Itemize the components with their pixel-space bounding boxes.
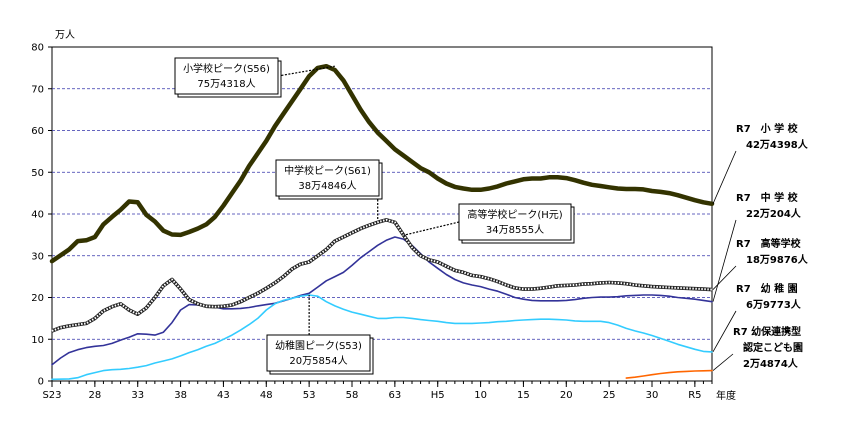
x-tick-label: 10 [474, 390, 487, 401]
x-axis-label: 年度 [716, 389, 736, 402]
callout-value: 20万5854人 [289, 355, 347, 367]
end-label-line: 18万9876人 [746, 253, 809, 266]
y-tick-label: 0 [38, 377, 44, 388]
series-lines [49, 63, 715, 381]
callout-title: 幼稚園ピーク(S53) [275, 339, 362, 352]
y-tick-label: 40 [31, 210, 44, 221]
series-line-幼保連携型認定こども園 [625, 369, 713, 379]
series-line-小学校 [49, 63, 715, 264]
callout-leader [277, 65, 335, 77]
x-tick-label: 48 [260, 390, 273, 401]
end-label-leader [712, 150, 737, 204]
x-tick-label: 63 [388, 390, 401, 401]
end-label-line: 42万4398人 [746, 138, 809, 151]
callout-leader [403, 221, 460, 236]
end-label-line: 22万204人 [746, 207, 802, 220]
callout-leaders [277, 65, 460, 335]
x-tick-label: 15 [517, 390, 530, 401]
x-tick-label: 58 [346, 390, 359, 401]
end-label-line: R7 小 学 校 [736, 122, 799, 135]
x-tick-label: R5 [688, 390, 701, 401]
x-tick-label: 38 [174, 390, 187, 401]
end-label-line: R7 高等学校 [736, 237, 802, 250]
x-tick-label: H5 [431, 390, 445, 401]
end-label-line: R7 幼 稚 園 [736, 282, 798, 295]
x-tick-label: 25 [603, 390, 616, 401]
series-line-中学校 [51, 236, 713, 366]
end-label-leader [712, 353, 734, 371]
y-tick-label: 50 [31, 168, 44, 179]
series-line-高等学校-outline [51, 218, 713, 333]
end-label-line: R7 中 学 校 [736, 191, 799, 204]
y-tick-label: 20 [31, 293, 44, 304]
x-tick-label: 20 [560, 390, 573, 401]
end-label: R7 中 学 校 22万204人 [712, 191, 802, 302]
x-tick-label: 53 [303, 390, 316, 401]
end-label-line: 6万9773人 [746, 298, 802, 311]
end-label-line: 認定こども園 [743, 341, 803, 354]
end-label-leader [712, 265, 737, 290]
callout-box [174, 57, 279, 95]
end-label-line: 2万4874人 [743, 357, 799, 370]
y-tick-label: 70 [31, 84, 44, 95]
x-axis: S23 28 33 38 43 48 53 58 63 H5 10 15 20 25 30 R5 [42, 381, 713, 401]
y-tick-label: 10 [31, 335, 44, 346]
series-line-高等学校 [51, 218, 713, 332]
callout-box [275, 159, 380, 197]
y-tick-label: 80 [31, 43, 44, 54]
x-tick-label: 30 [646, 390, 659, 401]
callout-title: 高等学校ピーク(H元) [467, 208, 562, 221]
y-axis-unit-label: 万人 [55, 29, 75, 41]
callout-value: 34万8555人 [486, 224, 544, 236]
x-tick-label: S23 [42, 390, 61, 401]
x-tick-label: 33 [131, 390, 144, 401]
callout-box [266, 334, 371, 372]
x-tick-label: 43 [217, 390, 230, 401]
end-label-leader [712, 310, 737, 353]
end-label-leader [712, 219, 737, 302]
callout-value: 75万4318人 [197, 78, 255, 90]
y-tick-label: 60 [31, 126, 44, 137]
x-tick-label: 28 [88, 390, 101, 401]
y-axis: 0 10 20 30 40 50 60 70 80 [31, 43, 52, 388]
end-label: R7 高等学校 18万9876人 [712, 237, 809, 290]
peak-callout: 幼稚園ピーク(S53) 20万5854人 [266, 334, 374, 375]
callout-box [458, 203, 572, 241]
end-labels: R7 小 学 校 42万4398人 R7 中 学 校 22万204人 R7 高等学校 18… [712, 122, 809, 371]
y-tick-label: 30 [31, 251, 44, 262]
peak-callout: 中学校ピーク(S61) 38万4846人 [275, 159, 383, 200]
end-label: R7 幼 稚 園 6万9773人 [712, 282, 802, 353]
callout-title: 小学校ピーク(S56) [183, 62, 270, 75]
peak-callout: 小学校ピーク(S56) 75万4318人 [174, 57, 282, 98]
peak-callout: 高等学校ピーク(H元) 34万8555人 [458, 203, 575, 244]
callout-value: 38万4846人 [298, 180, 356, 192]
end-label: R7 小 学 校 42万4398人 [712, 122, 809, 204]
end-label-line: R7 幼保連携型 [733, 325, 801, 338]
callout-title: 中学校ピーク(S61) [284, 164, 371, 177]
series-line-幼稚園 [51, 294, 713, 381]
